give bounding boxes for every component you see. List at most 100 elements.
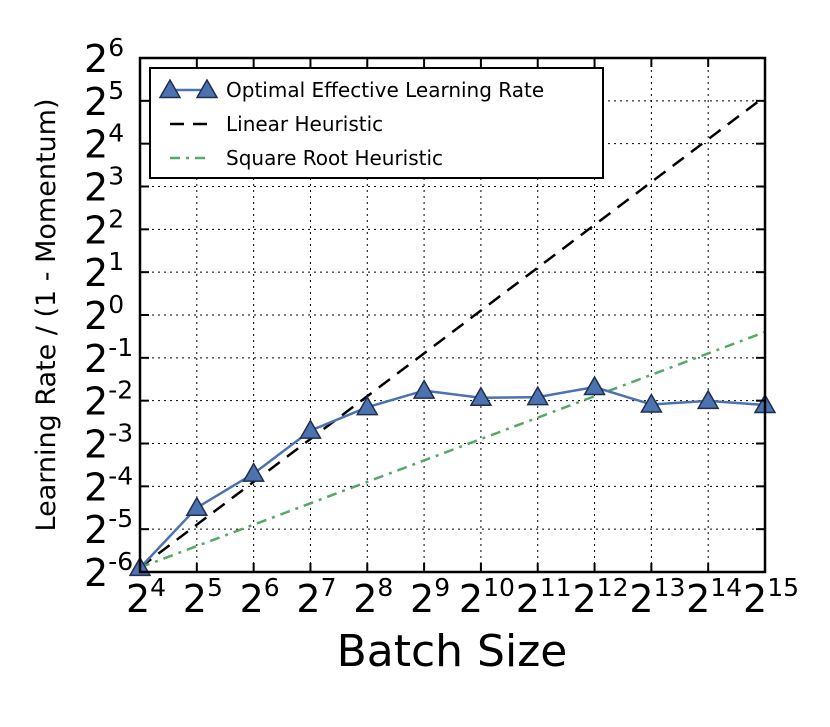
tick-label-exponent: -4 [108, 461, 133, 490]
x-tick-label: 28 [353, 573, 393, 621]
data-point-marker [242, 462, 265, 482]
y-tick-label: 2-1 [84, 333, 133, 381]
y-tick-label: 22 [84, 204, 124, 252]
tick-label-exponent: 0 [108, 290, 124, 319]
tick-label-base: 2 [743, 577, 767, 621]
legend-marker [195, 78, 219, 99]
tick-label-base: 2 [686, 577, 710, 621]
tick-label-exponent: 8 [377, 573, 393, 602]
y-tick-label: 20 [84, 290, 124, 338]
tick-label-base: 2 [84, 80, 108, 124]
y-tick-label: 2-3 [84, 419, 133, 467]
data-point-marker [299, 419, 322, 439]
tick-label-exponent: 14 [710, 573, 742, 602]
tick-label-base: 2 [629, 577, 653, 621]
tick-label-exponent: 4 [150, 573, 166, 602]
tick-label-base: 2 [126, 577, 150, 621]
tick-label-base: 2 [84, 166, 108, 210]
tick-label-base: 2 [84, 465, 108, 509]
tick-label-base: 2 [84, 337, 108, 381]
tick-label-base: 2 [84, 380, 108, 424]
tick-label-base: 2 [296, 577, 320, 621]
data-point-marker [355, 395, 379, 416]
y-tick-label: 2-6 [84, 547, 133, 595]
tick-label-exponent: -2 [108, 376, 133, 405]
series-line-0 [139, 385, 766, 569]
y-axis-label: Learning Rate / (1 - Momentum) [31, 99, 62, 532]
legend-label: Square Root Heuristic [226, 146, 443, 170]
series-line-1 [139, 95, 766, 569]
data-point-marker [526, 385, 550, 406]
tick-label-base: 2 [353, 577, 377, 621]
x-tick-label: 25 [183, 573, 223, 621]
x-tick-label: 213 [629, 573, 685, 621]
tick-label-base: 2 [240, 577, 264, 621]
tick-layer [139, 57, 766, 573]
tick-label-base: 2 [183, 577, 207, 621]
tick-label-base: 2 [84, 508, 108, 552]
x-tick-label: 215 [743, 573, 799, 621]
y-tick-label: 26 [84, 33, 124, 81]
y-tick-label: 23 [84, 162, 124, 210]
y-tick-label: 24 [84, 119, 124, 167]
tick-label-exponent: 6 [264, 573, 280, 602]
tick-label-base: 2 [516, 577, 540, 621]
tick-label-exponent: 3 [108, 162, 124, 191]
tick-label-exponent: -1 [108, 333, 133, 362]
y-tick-label: 2-5 [84, 504, 133, 552]
tick-label-base: 2 [459, 577, 483, 621]
data-point-marker [412, 379, 436, 399]
tick-label-exponent: 5 [207, 573, 223, 602]
tick-label-exponent: -3 [108, 419, 133, 448]
tick-label-exponent: 13 [654, 573, 686, 602]
x-tick-label: 27 [296, 573, 336, 621]
legend-label: Linear Heuristic [226, 112, 383, 136]
data-point-marker [696, 389, 720, 410]
tick-label-exponent: 5 [108, 76, 124, 105]
tick-label-exponent: -5 [108, 504, 133, 533]
data-point-marker [583, 375, 606, 396]
tick-label-base: 2 [84, 208, 108, 252]
tick-label-exponent: 12 [597, 573, 629, 602]
tick-label-base: 2 [573, 577, 597, 621]
tick-label-base: 2 [84, 251, 108, 295]
series-layer [128, 95, 777, 577]
tick-label-exponent: 10 [483, 573, 515, 602]
tick-label-base: 2 [84, 37, 108, 81]
x-tick-label: 211 [516, 573, 572, 621]
tick-label-exponent: 4 [108, 119, 124, 148]
legend: Optimal Effective Learning Rate Linear He… [149, 67, 604, 179]
legend-box [149, 67, 604, 179]
y-tick-label: 2-2 [84, 376, 133, 424]
data-point-marker [185, 496, 209, 516]
x-tick-label: 29 [410, 573, 450, 621]
tick-label-exponent: -6 [108, 547, 133, 576]
x-tick-label: 214 [686, 573, 742, 621]
tick-label-base: 2 [84, 551, 108, 595]
data-point-marker [640, 392, 663, 413]
legend-label: Optimal Effective Learning Rate [226, 78, 544, 102]
x-axis-label: Batch Size [337, 626, 568, 677]
tick-label-exponent: 15 [767, 573, 799, 602]
tick-label-base: 2 [410, 577, 434, 621]
y-tick-label: 25 [84, 76, 124, 124]
x-tick-label: 26 [240, 573, 280, 621]
tick-label-exponent: 2 [108, 204, 124, 233]
tick-label-exponent: 6 [108, 33, 124, 62]
y-tick-label: 21 [84, 247, 124, 295]
tick-label-base: 2 [84, 123, 108, 167]
x-tick-label: 212 [573, 573, 629, 621]
tick-label-exponent: 11 [540, 573, 572, 602]
x-tick-label: 24 [126, 573, 166, 621]
tick-labels: 24 25 26 27 28 29 210 211 212 213 214 2152-62-52-42… [84, 33, 799, 621]
tick-label-base: 2 [84, 294, 108, 338]
legend-marker [158, 78, 182, 99]
series-line-2 [139, 330, 766, 569]
tick-label-exponent: 1 [108, 247, 124, 276]
data-point-marker [469, 386, 493, 407]
tick-label-base: 2 [84, 423, 108, 467]
y-tick-label: 2-4 [84, 461, 133, 509]
x-tick-label: 210 [459, 573, 515, 621]
tick-label-exponent: 9 [434, 573, 450, 602]
